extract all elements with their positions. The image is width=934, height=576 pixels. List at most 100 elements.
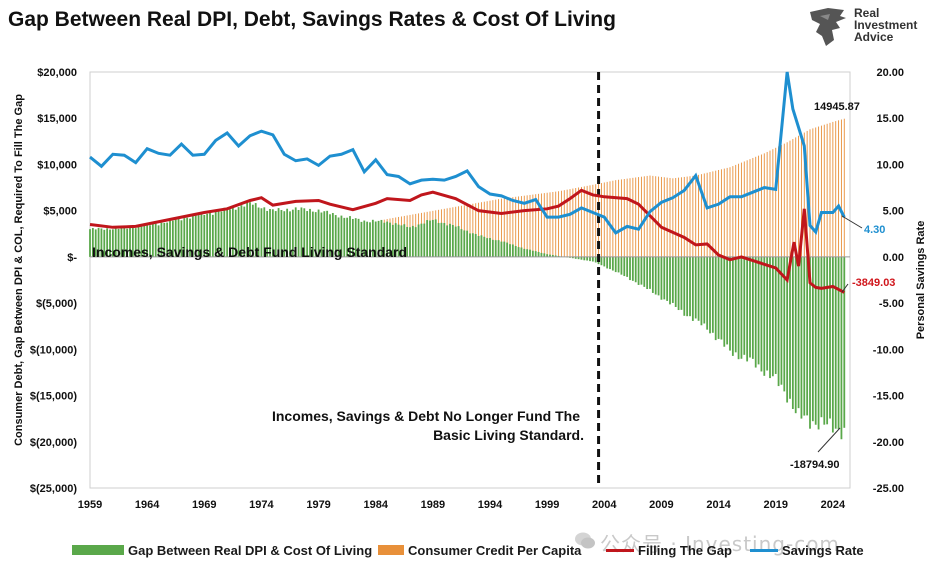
credit-bar xyxy=(658,176,660,257)
gap-bar xyxy=(711,256,714,333)
chart-area: $20,000 $15,000 $10,000 $5,000 $- $(5,000) $(1… xyxy=(13,67,927,511)
credit-bar xyxy=(503,198,505,257)
gap-bar xyxy=(689,256,691,317)
gap-bar xyxy=(686,256,689,317)
gap-bar xyxy=(291,209,294,257)
x-tick-label: 1974 xyxy=(249,499,274,511)
credit-bar xyxy=(823,124,825,257)
credit-bar xyxy=(566,189,568,257)
gap-bar xyxy=(111,229,114,257)
gap-bar xyxy=(89,229,91,257)
credit-bar xyxy=(769,150,771,257)
x-tick-label: 1984 xyxy=(363,499,388,511)
credit-bar xyxy=(758,155,760,257)
credit-bar xyxy=(643,176,645,257)
gap-bar xyxy=(600,256,603,266)
credit-bar xyxy=(678,177,680,257)
gap-bar xyxy=(123,227,126,257)
credit-bar xyxy=(580,186,582,257)
leader-gap xyxy=(817,427,841,453)
gap-bar xyxy=(706,256,709,330)
gap-bar xyxy=(531,250,534,257)
gap-bar xyxy=(257,207,260,257)
gap-bar xyxy=(377,220,380,257)
gap-bar xyxy=(300,207,303,257)
gap-bars xyxy=(89,201,846,440)
left-tick-label: $(15,000) xyxy=(30,391,77,403)
gap-bar xyxy=(500,241,503,257)
gap-bar xyxy=(680,256,683,310)
gap-bar xyxy=(817,256,820,430)
gap-bar xyxy=(426,220,429,257)
right-tick-label: -20.00 xyxy=(873,437,904,449)
x-tick-label: 1994 xyxy=(478,499,503,511)
credit-bar xyxy=(755,156,757,257)
gap-bar xyxy=(583,256,586,261)
gap-bar xyxy=(163,222,166,257)
credit-bar xyxy=(818,126,820,257)
gap-bar xyxy=(234,209,237,257)
gap-bar xyxy=(109,229,111,257)
credit-bar xyxy=(618,179,620,257)
gap-bar xyxy=(360,221,363,257)
gap-bar xyxy=(397,224,400,257)
gap-bar xyxy=(254,203,257,257)
brand-line-2: Investment xyxy=(854,18,918,32)
gap-bar xyxy=(843,256,846,428)
credit-bar xyxy=(629,178,631,257)
gap-bar xyxy=(769,256,771,379)
gap-bar xyxy=(414,227,417,257)
gap-bar xyxy=(274,211,277,257)
gap-bar xyxy=(294,207,297,257)
right-tick-label: 10.00 xyxy=(876,159,904,171)
credit-bar xyxy=(592,184,594,257)
gap-bar xyxy=(217,211,220,257)
gap-bar xyxy=(449,223,451,257)
credit-bar xyxy=(738,163,740,257)
gap-bar xyxy=(697,256,700,321)
gap-bar xyxy=(660,256,663,300)
gap-bar xyxy=(306,211,309,257)
credit-bar xyxy=(529,194,531,257)
gap-bar xyxy=(580,256,583,260)
gap-bar xyxy=(617,256,620,273)
credit-bar xyxy=(560,190,562,257)
gap-bar xyxy=(811,256,814,422)
gap-bar xyxy=(369,222,371,257)
gap-bar xyxy=(354,218,357,257)
gap-bar xyxy=(829,256,831,419)
gap-bar xyxy=(440,222,443,257)
credit-bar xyxy=(709,172,711,257)
x-tick-label: 2014 xyxy=(706,499,731,511)
credit-bar xyxy=(480,202,482,257)
credit-bar xyxy=(469,204,471,257)
gap-bar xyxy=(431,219,434,257)
credit-bar xyxy=(703,173,705,257)
credit-bar xyxy=(735,164,737,257)
credit-bar xyxy=(475,203,477,257)
gap-bar xyxy=(757,256,760,365)
gap-bar xyxy=(240,205,243,257)
watermark-text: 公众号 · Investing-com xyxy=(600,532,840,556)
gap-bar xyxy=(720,256,723,340)
credit-bar xyxy=(686,176,688,257)
gap-bar xyxy=(146,223,149,257)
credit-bar xyxy=(663,177,665,257)
gap-bar xyxy=(340,215,343,257)
credit-bar xyxy=(752,157,754,257)
gap-bar xyxy=(603,256,606,267)
credit-bar xyxy=(640,176,642,257)
gap-bar xyxy=(283,211,286,257)
credit-bar xyxy=(715,170,717,257)
gap-bar xyxy=(423,223,426,257)
credit-bar xyxy=(835,121,837,257)
gap-bar xyxy=(337,217,340,257)
credit-bar xyxy=(632,177,634,257)
gap-bar xyxy=(280,210,283,257)
credit-bar xyxy=(655,176,657,257)
gap-bar xyxy=(626,256,629,277)
credit-bar xyxy=(583,186,585,257)
gap-bar xyxy=(186,217,189,257)
x-tick-label: 2019 xyxy=(763,499,787,511)
credit-bar xyxy=(523,195,525,257)
